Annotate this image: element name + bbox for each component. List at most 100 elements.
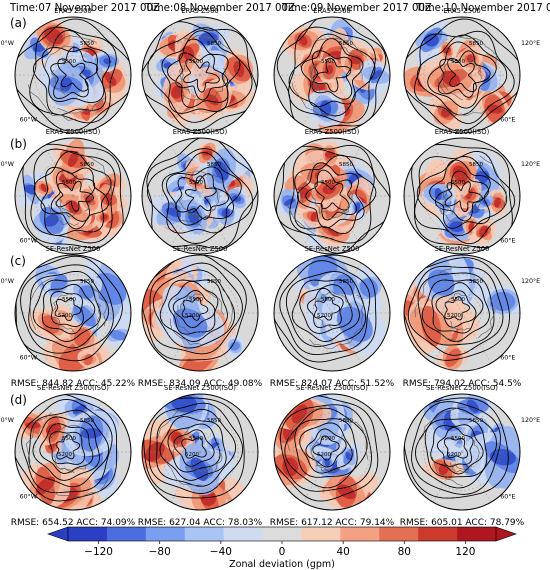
colorbar-segment <box>340 527 380 541</box>
lon-label-60w: 60°W <box>20 492 38 500</box>
contour-label: 5200 <box>58 452 72 458</box>
contour-label: 5850 <box>80 162 94 168</box>
lon-label-60e: 60°E <box>500 115 515 123</box>
contour-label: 5850 <box>469 162 483 168</box>
contour-label: 5850 <box>339 279 353 285</box>
contour-label: 5850 <box>207 41 221 47</box>
contour-label: 5500 <box>321 59 335 65</box>
map-panel: SE-ResNet Z500(ISO) 5850 5500 5200 RMSE: 627… <box>138 384 263 528</box>
map-panel: ERA5 Z500 5850 5500 <box>273 7 391 134</box>
colorbar-tick-label: −120 <box>84 546 113 558</box>
metric-caption: RMSE: 627.04 ACC: 78.03% <box>138 518 263 528</box>
colorbar-tick-label: −40 <box>210 546 232 558</box>
map-panel: ERA5 Z500(ISO) 5850 5500 120°E 60°E <box>403 128 540 255</box>
lon-label-60e: 60°E <box>500 492 515 500</box>
contour-label: 5500 <box>451 436 465 442</box>
contour-label: 5500 <box>189 180 203 186</box>
map-panel: SE-ResNet Z500(ISO) 5850 5500 5200 RMSE: 617… <box>270 384 395 528</box>
panel-title: ERA5 Z500(ISO) <box>305 128 360 136</box>
lon-label-60w: 60°W <box>20 236 38 244</box>
contour-label: 5200 <box>447 452 461 458</box>
colorbar-segment <box>68 527 108 541</box>
contour-label: 5850 <box>80 279 94 285</box>
metric-caption: RMSE: 824.07 ACC: 51.52% <box>270 379 395 389</box>
contour-label: 5850 <box>469 41 483 47</box>
panel-title: ERA5 Z500(ISO) <box>46 128 101 136</box>
row-label: (d) <box>10 393 27 407</box>
lon-label-120w: 120°W <box>0 160 15 168</box>
lon-label-120w: 120°W <box>0 39 15 47</box>
contour-label: 5850 <box>80 418 94 424</box>
contour-label: 5500 <box>321 436 335 442</box>
colorbar: −120 −80 −40 0 40 80 120 Zonal deviation (gpm) <box>47 526 517 570</box>
row-label: (c) <box>10 254 26 268</box>
contour-label: 5850 <box>80 41 94 47</box>
lon-label-120w: 120°W <box>0 277 15 285</box>
colorbar-segment <box>457 527 497 541</box>
panel-title: ERA5 Z500(ISO) <box>435 128 490 136</box>
panel-title: SE-ResNet Z500(ISO) <box>296 384 368 392</box>
contour-label: 5200 <box>185 313 199 319</box>
contour-label: 5850 <box>207 162 221 168</box>
time-header-2: Time:08 November 2017 00Z <box>144 3 295 14</box>
contour-label: 5850 <box>469 279 483 285</box>
panel-title: ERA5 Z500 <box>443 7 481 15</box>
map-panel: ERA5 Z500 5850 5500 120°W 60°W <box>0 7 132 134</box>
lon-label-60w: 60°W <box>20 353 38 361</box>
colorbar-segment <box>106 527 147 541</box>
contour-label: 5200 <box>447 313 461 319</box>
contour-label: 5850 <box>339 41 353 47</box>
panel-title: SE-ResNet Z500 <box>173 245 228 253</box>
contour-label: 5200 <box>58 313 72 319</box>
contour-label: 5200 <box>317 313 331 319</box>
colorbar-segment <box>184 527 224 541</box>
map-panel: ERA5 Z500 5850 5500 120°E 60°E <box>403 7 540 134</box>
contour-label: 5500 <box>62 59 76 65</box>
map-panel: SE-ResNet Z500 5850 5500 5200 120°E 60°E RMSE:… <box>403 245 541 389</box>
colorbar-tick-label: −80 <box>149 546 171 558</box>
panel-title: ERA5 Z500(ISO) <box>173 128 228 136</box>
colorbar-extend-min <box>47 526 69 542</box>
colorbar-segment <box>379 527 419 541</box>
map-panel: ERA5 Z500(ISO) 5850 5500 <box>141 128 259 255</box>
colorbar-segment <box>145 527 186 541</box>
lon-label-60e: 60°E <box>500 353 515 361</box>
colorbar-segment <box>301 527 341 541</box>
contour-label: 5500 <box>321 297 335 303</box>
metric-caption: RMSE: 617.12 ACC: 79.14% <box>270 518 395 528</box>
panel-title: ERA5 Z500 <box>54 7 92 15</box>
lon-label-120w: 120°W <box>0 416 15 424</box>
map-panel: SE-ResNet Z500 5850 5500 5200 RMSE: 834.09 A… <box>138 245 263 389</box>
contour-label: 5500 <box>62 436 76 442</box>
contour-label: 5850 <box>207 418 221 424</box>
contour-label: 5200 <box>317 452 331 458</box>
map-panel: SE-ResNet Z500 5850 5500 5200 120°W 60°W RMSE:… <box>0 245 136 389</box>
contour-label: 5500 <box>62 297 76 303</box>
metric-caption: RMSE: 834.09 ACC: 49.08% <box>138 379 263 389</box>
colorbar-tick-label: 120 <box>455 546 475 558</box>
panel-title: ERA5 Z500 <box>313 7 351 15</box>
lon-label-60w: 60°W <box>20 115 38 123</box>
time-header-4: Time:10 November 2017 00Z <box>415 3 550 14</box>
metric-caption: RMSE: 605.01 ACC: 78.79% <box>400 518 525 528</box>
lon-label-60e: 60°E <box>500 236 515 244</box>
panel-title: SE-ResNet Z500 <box>435 245 490 253</box>
contour-label: 5850 <box>339 162 353 168</box>
panel-title: SE-ResNet Z500(ISO) <box>426 384 498 392</box>
metric-caption: RMSE: 844.82 ACC: 45.22% <box>11 379 136 389</box>
panel-title: SE-ResNet Z500 <box>46 245 101 253</box>
contour-label: 5500 <box>189 297 203 303</box>
row-label: (b) <box>10 137 27 151</box>
panel-title: SE-ResNet Z500(ISO) <box>37 384 109 392</box>
colorbar-segment <box>418 527 458 541</box>
metric-caption: RMSE: 794.02 ACC: 54.5% <box>403 379 522 389</box>
time-header-3: Time:09 November 2017 00Z <box>281 3 432 14</box>
colorbar-segment <box>223 527 263 541</box>
colorbar-tick-label: 0 <box>279 546 286 558</box>
colorbar-label: Zonal deviation (gpm) <box>229 559 335 570</box>
metric-caption: RMSE: 654.52 ACC: 74.09% <box>11 518 136 528</box>
row-label: (a) <box>10 16 27 30</box>
contour-label: 5850 <box>339 418 353 424</box>
